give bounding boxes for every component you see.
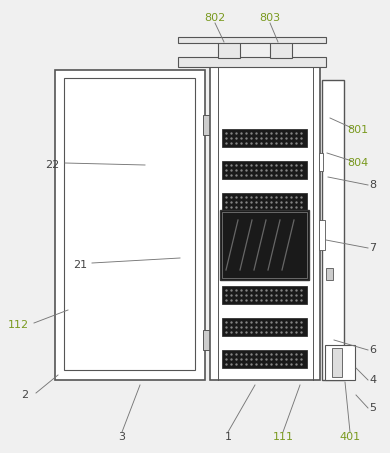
Bar <box>222 350 307 368</box>
Bar <box>178 37 326 43</box>
Bar <box>210 65 320 380</box>
Bar <box>222 318 307 336</box>
Text: 802: 802 <box>204 13 226 23</box>
Text: 22: 22 <box>45 160 59 170</box>
Text: 8: 8 <box>369 180 377 190</box>
Bar <box>203 330 211 350</box>
Bar <box>222 161 307 179</box>
Bar <box>222 193 307 211</box>
Text: 3: 3 <box>119 432 126 442</box>
Text: 2: 2 <box>21 390 28 400</box>
Bar <box>55 70 205 380</box>
Bar <box>270 42 292 58</box>
Bar <box>220 210 309 280</box>
Text: 112: 112 <box>7 320 28 330</box>
Bar <box>64 78 195 370</box>
Text: 401: 401 <box>339 432 361 442</box>
Bar <box>178 57 326 67</box>
Text: 111: 111 <box>273 432 294 442</box>
Bar <box>319 153 323 171</box>
Bar <box>222 212 307 278</box>
Bar <box>319 220 325 250</box>
Bar <box>222 286 307 304</box>
Text: 5: 5 <box>369 403 376 413</box>
Bar <box>203 115 211 135</box>
Text: 4: 4 <box>369 375 377 385</box>
Text: 1: 1 <box>225 432 232 442</box>
Bar <box>222 129 307 147</box>
Bar <box>322 80 344 380</box>
Bar <box>325 345 355 380</box>
Text: 801: 801 <box>347 125 369 135</box>
Text: 803: 803 <box>259 13 280 23</box>
Text: 6: 6 <box>369 345 376 355</box>
Bar <box>332 348 342 377</box>
Text: 21: 21 <box>73 260 87 270</box>
Bar <box>326 268 333 280</box>
Bar <box>218 42 240 58</box>
Text: 804: 804 <box>347 158 369 168</box>
Text: 7: 7 <box>369 243 377 253</box>
